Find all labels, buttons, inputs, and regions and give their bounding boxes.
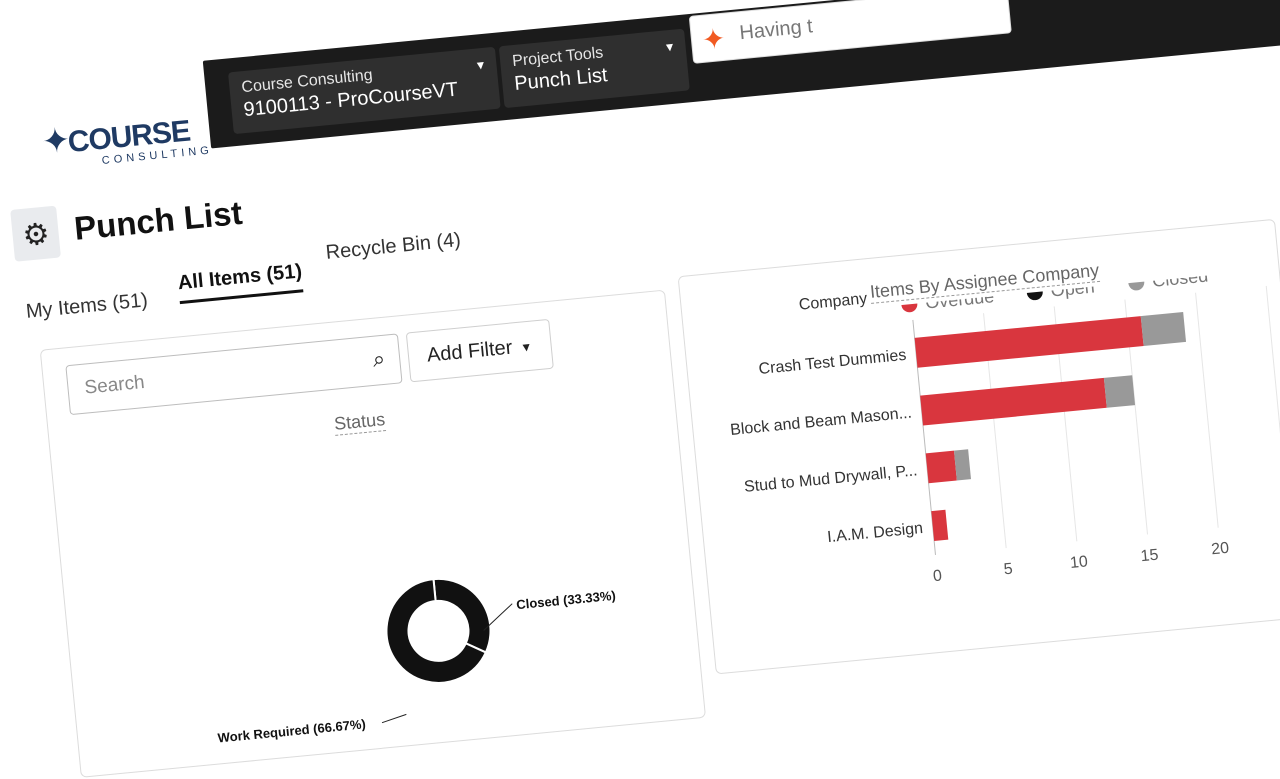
donut-slice[interactable] <box>432 574 493 657</box>
slice-label-work-required: Work Required (66.67%) <box>217 716 366 745</box>
y-category-label: Crash Test Dummies <box>758 347 907 378</box>
x-tick-label: 5 <box>1003 561 1014 579</box>
tab-recycle-bin[interactable]: Recycle Bin (4) <box>324 228 462 264</box>
bar-segment-overdue[interactable] <box>920 377 1107 426</box>
x-tick-label: 0 <box>932 567 943 585</box>
tab-my-items[interactable]: My Items (51) <box>24 289 149 323</box>
donut-group <box>382 574 493 688</box>
leader-line-closed <box>483 603 513 631</box>
chevron-down-icon: ▼ <box>663 39 677 55</box>
bar-segment-closed[interactable] <box>953 449 971 481</box>
gridline <box>1265 285 1280 521</box>
app-view: ✦ COURSE CONSULTING Course Consulting 91… <box>10 0 1280 778</box>
company-project-picker[interactable]: Course Consulting 9100113 - ProCourseVT … <box>227 46 501 135</box>
slice-label-closed: Closed (33.33%) <box>516 588 617 612</box>
bar-segment-overdue[interactable] <box>931 509 949 541</box>
x-tick-label: 10 <box>1069 553 1088 572</box>
tab-all-items[interactable]: All Items (51) <box>176 260 304 305</box>
y-category-label: Stud to Mud Drywall, P... <box>743 462 918 496</box>
status-donut-chart: Closed (33.33%) Work Required (66.67%) <box>217 574 617 745</box>
y-category-label: I.A.M. Design <box>826 520 923 546</box>
settings-button[interactable]: ⚙ <box>10 205 61 262</box>
donut-slice[interactable] <box>382 575 489 688</box>
page-title: Punch List <box>72 193 244 247</box>
gridline <box>1195 292 1219 528</box>
top-navigation-bar: Course Consulting 9100113 - ProCourseVT … <box>202 0 1280 149</box>
x-tick-label: 15 <box>1140 547 1159 566</box>
chevron-down-icon: ▼ <box>519 339 533 355</box>
y-category-label: Block and Beam Mason... <box>729 405 912 439</box>
add-filter-label: Add Filter <box>426 336 514 367</box>
sparkle-icon: ✦ <box>700 22 727 56</box>
assist-search-box[interactable]: ✦ Having t <box>688 0 1012 64</box>
bar-segment-overdue[interactable] <box>925 450 957 484</box>
assignee-bar-chart: Overdue Open Closed Crash Test DummiesBloc… <box>729 269 1280 585</box>
bar-segment-closed[interactable] <box>1103 375 1136 408</box>
tool-picker[interactable]: Project Tools Punch List ▼ <box>498 28 690 109</box>
assist-prompt-text: Having t <box>738 15 814 45</box>
gear-icon: ⚙ <box>21 217 52 253</box>
chart-y-labels: Crash Test Dummies Block and Beam Mason..… <box>729 347 923 546</box>
leader-line-work-required <box>381 713 407 724</box>
chart-x-labels: 0510152025 <box>932 540 1230 585</box>
search-icon: ⌕ <box>371 345 387 372</box>
company-logo[interactable]: ✦ COURSE CONSULTING <box>38 109 213 183</box>
bar-segment-closed[interactable] <box>1140 312 1187 346</box>
x-tick-label: 20 <box>1211 540 1230 559</box>
bar-segment-overdue[interactable] <box>914 316 1144 368</box>
chevron-down-icon: ▼ <box>473 57 488 73</box>
chart-bars <box>914 312 1187 541</box>
